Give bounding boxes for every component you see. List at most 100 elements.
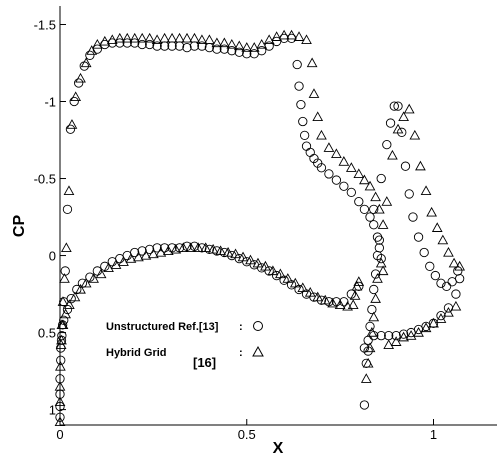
hybrid-grid-point	[353, 168, 365, 179]
unstructured-ref-point	[397, 127, 407, 137]
hybrid-grid-point	[415, 160, 426, 171]
hybrid-grid-point	[252, 257, 264, 268]
unstructured-ref-point	[400, 161, 411, 171]
legend-label-unstructured: Unstructured Ref.[13]	[106, 321, 219, 333]
unstructured-ref-point	[324, 169, 334, 179]
hybrid-grid-point	[263, 34, 275, 45]
unstructured-ref-point	[74, 78, 84, 88]
unstructured-ref-point	[219, 44, 229, 54]
y-tick-label: -1.5	[34, 17, 56, 32]
hybrid-grid-point	[370, 293, 381, 303]
unstructured-ref-point	[56, 355, 66, 365]
hybrid-grid-point	[69, 291, 81, 302]
unstructured-ref-point	[305, 147, 315, 157]
hybrid-grid-point	[230, 248, 241, 259]
hybrid-grid-point	[55, 360, 66, 371]
hybrid-grid-point	[428, 317, 439, 328]
y-tick-label: 1	[49, 403, 56, 418]
hybrid-grid-point	[286, 29, 297, 40]
hybrid-grid-point	[301, 34, 312, 45]
hybrid-grid-point	[377, 265, 389, 276]
hybrid-grid-point	[80, 57, 92, 68]
hybrid-grid-point	[306, 57, 318, 68]
hybrid-grid-point	[345, 162, 357, 172]
hybrid-grid-point	[56, 334, 67, 345]
hybrid-grid-point	[426, 206, 438, 217]
hybrid-grid-point	[57, 296, 69, 306]
hybrid-grid-point	[200, 242, 212, 252]
hybrid-grid-point	[118, 256, 129, 266]
unstructured-ref-point	[197, 243, 207, 253]
unstructured-ref-point	[363, 346, 373, 356]
hybrid-grid-point	[398, 331, 409, 342]
unstructured-ref-point	[257, 46, 267, 56]
hybrid-grid-point	[362, 357, 374, 368]
hybrid-grid-point	[398, 111, 409, 122]
hybrid-grid-point	[177, 242, 189, 252]
hybrid-grid-point	[91, 38, 103, 49]
unstructured-ref-point	[436, 278, 446, 288]
hybrid-grid-point	[297, 282, 309, 293]
hybrid-grid-point	[54, 380, 66, 391]
unstructured-ref-point	[331, 175, 342, 185]
hybrid-grid-point	[181, 32, 193, 43]
hybrid-grid-point	[278, 29, 290, 40]
unstructured-ref-point	[204, 244, 215, 255]
legend: Unstructured Ref.[13] : Hybrid Grid : [1…	[106, 321, 264, 370]
hybrid-grid-point	[370, 191, 381, 202]
hybrid-grid-point	[293, 31, 305, 41]
unstructured-ref-point	[359, 204, 370, 214]
hybrid-grid-point	[57, 319, 69, 330]
hybrid-grid-point	[323, 142, 335, 152]
unstructured-ref-point	[301, 141, 312, 151]
hybrid-grid-point	[155, 246, 167, 257]
hybrid-grid-point	[437, 234, 449, 245]
unstructured-ref-point	[398, 329, 409, 339]
unstructured-ref-point	[369, 284, 379, 295]
unstructured-ref-point	[296, 99, 306, 110]
unstructured-ref-point	[346, 187, 356, 198]
unstructured-ref-point	[376, 331, 386, 341]
hybrid-grid-point	[211, 37, 223, 48]
unstructured-ref-point	[389, 101, 399, 111]
hybrid-grid-point	[103, 262, 114, 273]
hybrid-grid-point	[54, 416, 66, 427]
unstructured-ref-point	[451, 289, 461, 299]
unstructured-ref-point	[227, 46, 237, 56]
unstructured-ref-point	[436, 310, 446, 321]
unstructured-ref-point	[298, 116, 308, 127]
unstructured-ref-point	[425, 261, 435, 271]
hybrid-grid-point	[170, 243, 182, 254]
x-axis-ticks: 0 0.5 1	[56, 419, 437, 442]
hybrid-grid-point	[66, 119, 78, 129]
y-tick-label: 0.5	[38, 326, 56, 341]
hybrid-grid-point	[233, 40, 245, 51]
hybrid-grid-point	[162, 245, 174, 256]
hybrid-grid-point	[289, 277, 301, 288]
hybrid-grid-point	[63, 185, 75, 195]
hybrid-grid-point	[403, 103, 415, 114]
hybrid-grid-point	[60, 242, 72, 252]
unstructured-ref-point	[60, 266, 70, 276]
hybrid-grid-point	[349, 290, 361, 300]
hybrid-grid-point	[450, 300, 462, 311]
hybrid-grid-point	[136, 32, 148, 43]
unstructured-ref-point	[65, 124, 76, 134]
hybrid-grid-point	[373, 203, 385, 214]
unstructured-ref-point	[374, 243, 384, 253]
unstructured-ref-point	[391, 331, 401, 341]
unstructured-ref-point	[419, 247, 429, 258]
hybrid-grid-point	[59, 273, 70, 283]
unstructured-ref-point	[413, 232, 424, 242]
x-tick-label: 0	[56, 427, 63, 442]
hybrid-grid-point	[327, 297, 339, 308]
hybrid-grid-point	[347, 299, 359, 309]
hybrid-grid-point	[192, 242, 204, 252]
hybrid-grid-point	[435, 313, 447, 323]
hybrid-grid-point	[241, 42, 253, 52]
unstructured-ref-point	[441, 281, 452, 292]
hybrid-grid-point	[260, 260, 271, 271]
unstructured-ref-point	[316, 295, 327, 305]
unstructured-ref-point	[55, 401, 65, 412]
hybrid-grid-point	[86, 45, 98, 55]
